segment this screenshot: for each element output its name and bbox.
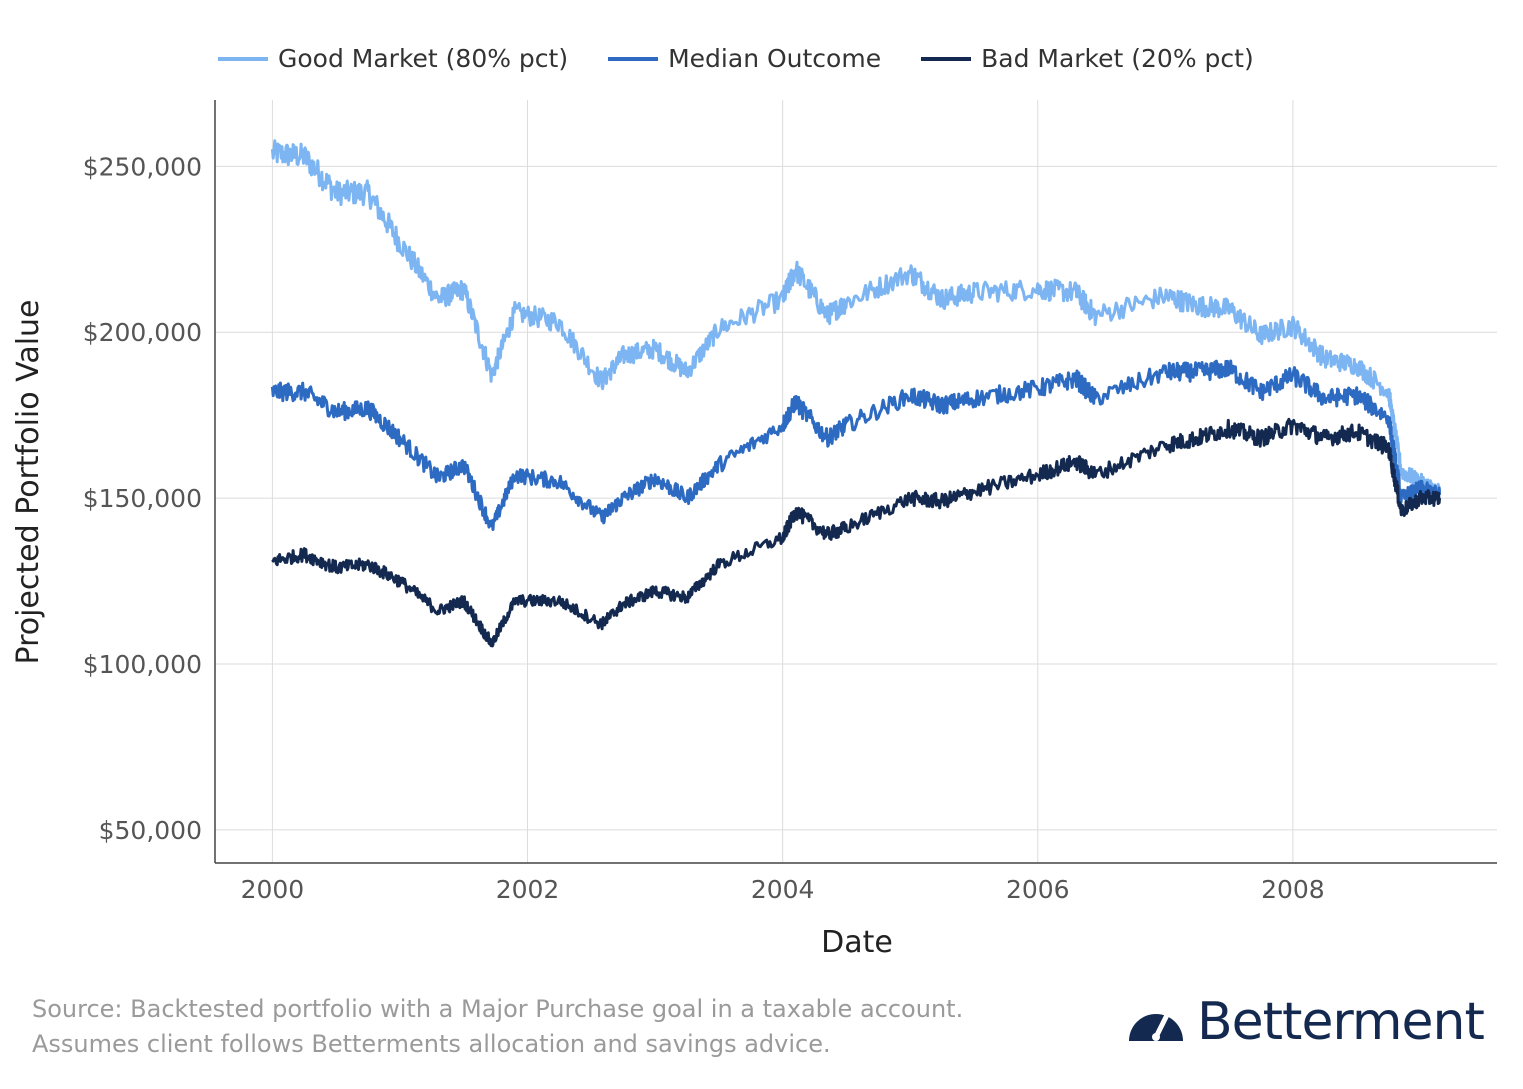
tick-labels: 2000 2002 2004 2006 2008 $50,000 $100,000 $150,… bbox=[83, 152, 1325, 904]
y-tick-label: $50,000 bbox=[99, 816, 202, 845]
source-line-1: Source: Backtested portfolio with a Majo… bbox=[32, 995, 964, 1023]
brand-name: Betterment bbox=[1197, 992, 1485, 1052]
x-tick-label: 2002 bbox=[496, 875, 560, 904]
legend-label-good-market: Good Market (80% pct) bbox=[278, 44, 569, 73]
legend-item-median-outcome[interactable]: Median Outcome bbox=[608, 44, 881, 73]
brand-logo: Betterment bbox=[1125, 992, 1485, 1052]
source-note: Source: Backtested portfolio with a Majo… bbox=[32, 992, 963, 1062]
y-tick-label: $250,000 bbox=[83, 152, 202, 181]
legend-swatch-bad-market bbox=[921, 56, 972, 61]
x-tick-label: 2004 bbox=[751, 875, 815, 904]
legend-swatch-good-market bbox=[218, 56, 268, 61]
series-line-1 bbox=[270, 359, 1442, 531]
x-tick-label: 2000 bbox=[241, 875, 305, 904]
y-axis-label: Projected Portfolio Value bbox=[11, 299, 46, 664]
legend-label-median-outcome: Median Outcome bbox=[668, 44, 882, 73]
y-tick-label: $150,000 bbox=[83, 484, 202, 513]
axes bbox=[214, 100, 1497, 864]
series-line-0 bbox=[270, 139, 1442, 498]
legend: Good Market (80% pct) Median Outcome Bad… bbox=[218, 44, 1294, 73]
grid-lines bbox=[215, 100, 1497, 863]
legend-item-bad-market[interactable]: Bad Market (20% pct) bbox=[921, 44, 1254, 73]
legend-label-bad-market: Bad Market (20% pct) bbox=[981, 44, 1254, 73]
series-line-2 bbox=[271, 417, 1442, 648]
legend-item-good-market[interactable]: Good Market (80% pct) bbox=[218, 44, 568, 73]
x-tick-label: 2006 bbox=[1006, 875, 1070, 904]
x-axis-label: Date bbox=[821, 925, 893, 960]
y-tick-label: $100,000 bbox=[83, 650, 202, 679]
y-tick-label: $200,000 bbox=[83, 318, 202, 347]
source-line-2: Assumes client follows Betterments alloc… bbox=[32, 1030, 831, 1058]
x-tick-label: 2008 bbox=[1261, 875, 1325, 904]
legend-swatch-median-outcome bbox=[608, 56, 659, 61]
series-layer bbox=[270, 139, 1442, 648]
speedometer-icon bbox=[1129, 1012, 1183, 1041]
line-chart: 2000 2002 2004 2006 2008 $50,000 $100,000 $150,… bbox=[11, 100, 1497, 960]
